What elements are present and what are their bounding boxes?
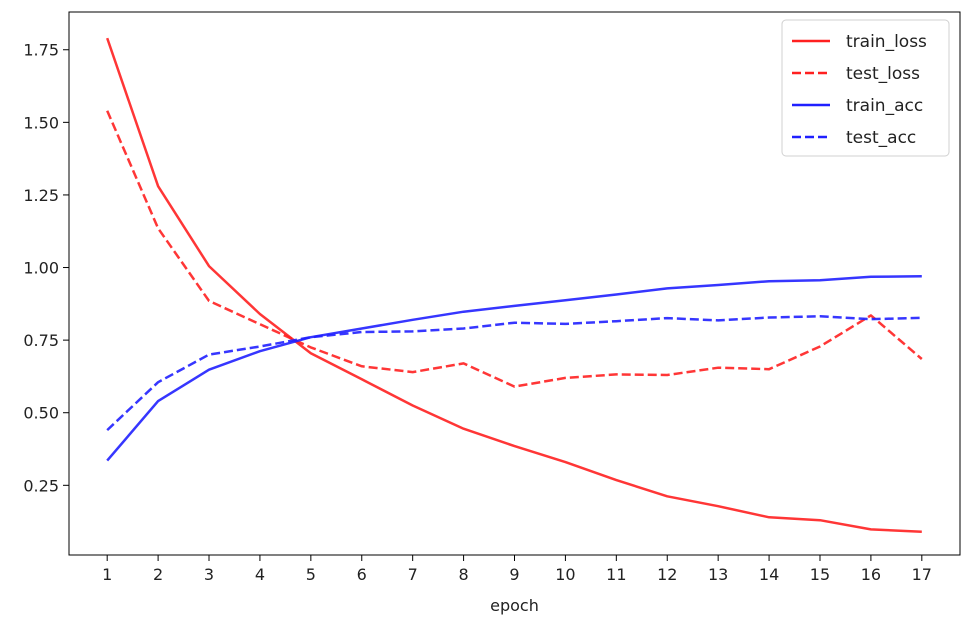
x-tick-label: 10 [555,565,575,584]
series-line-test-acc [106,315,922,432]
series-line-test-loss [106,110,923,388]
x-tick-label: 3 [204,565,214,584]
legend: train_loss test_loss train_acc test_acc [781,19,950,157]
plot-frame [68,11,961,556]
x-tick-label: 4 [255,565,265,584]
series-line-train-loss [106,37,922,534]
x-axis-label: epoch [490,596,539,615]
y-tick-label: 1.25 [23,186,59,205]
y-tick-label: 1.50 [23,113,59,132]
legend-label-train-acc: train_acc [846,96,923,116]
y-tick-label: 0.50 [23,404,59,423]
legend-label-test-acc: test_acc [846,128,916,148]
series-line-train-acc [106,274,922,462]
x-tick-label: 11 [606,565,626,584]
legend-label-train-loss: train_loss [846,32,927,52]
x-tick-label: 2 [153,565,163,584]
x-tick-label: 8 [458,565,468,584]
x-tick-label: 12 [657,565,677,584]
x-tick-label: 17 [912,565,932,584]
x-tick-label: 1 [102,565,112,584]
y-tick-label: 1.75 [23,41,59,60]
y-tick-label: 1.00 [23,259,59,278]
legend-label-test-loss: test_loss [846,64,920,84]
x-tick-label: 5 [306,565,316,584]
x-tick-label: 16 [861,565,881,584]
series-layer [106,37,923,534]
x-tick-label: 13 [708,565,728,584]
x-tick-label: 14 [759,565,779,584]
x-tick-label: 9 [509,565,519,584]
legend-box [781,19,950,157]
y-tick-label: 0.25 [23,476,59,495]
y-tick-label: 0.75 [23,331,59,350]
x-tick-label: 7 [408,565,418,584]
x-tick-label: 6 [357,565,367,584]
x-tick-label: 15 [810,565,830,584]
axis-layer: 1 2 3 4 5 6 7 8 9 10 11 12 13 14 15 16 170.250.500.751.0… [23,41,932,584]
